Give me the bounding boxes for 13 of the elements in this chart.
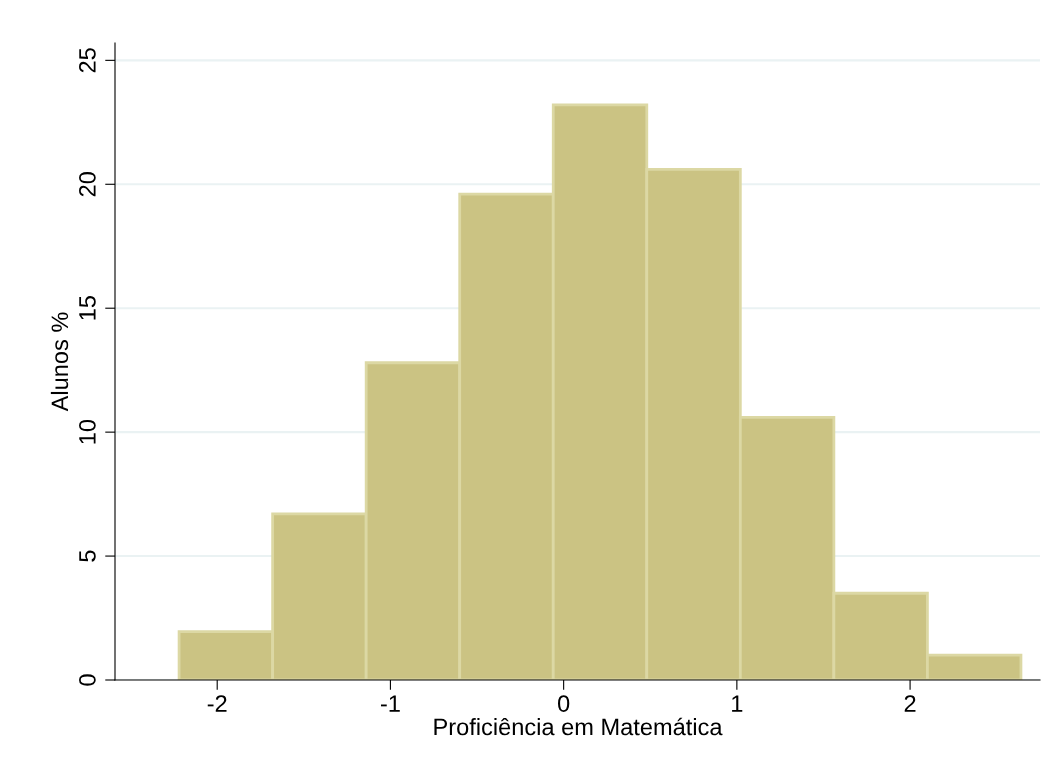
y-tick-label: 15 xyxy=(79,296,96,320)
x-tick-label: 0 xyxy=(558,695,570,712)
y-tick-label: 0 xyxy=(79,674,96,686)
x-tick-label: -2 xyxy=(207,695,227,712)
x-tick-label: 1 xyxy=(732,695,743,712)
x-tick-label: -1 xyxy=(380,695,400,712)
y-axis-title: Alunos % xyxy=(50,312,69,412)
y-tick-label: 5 xyxy=(79,550,96,562)
x-axis-title: Proficiência em Matemática xyxy=(434,717,723,736)
y-tick-label: 10 xyxy=(79,419,96,444)
y-tick-label: 20 xyxy=(79,172,96,197)
y-tick-label: 25 xyxy=(79,48,96,73)
x-tick-label: 2 xyxy=(904,695,916,712)
